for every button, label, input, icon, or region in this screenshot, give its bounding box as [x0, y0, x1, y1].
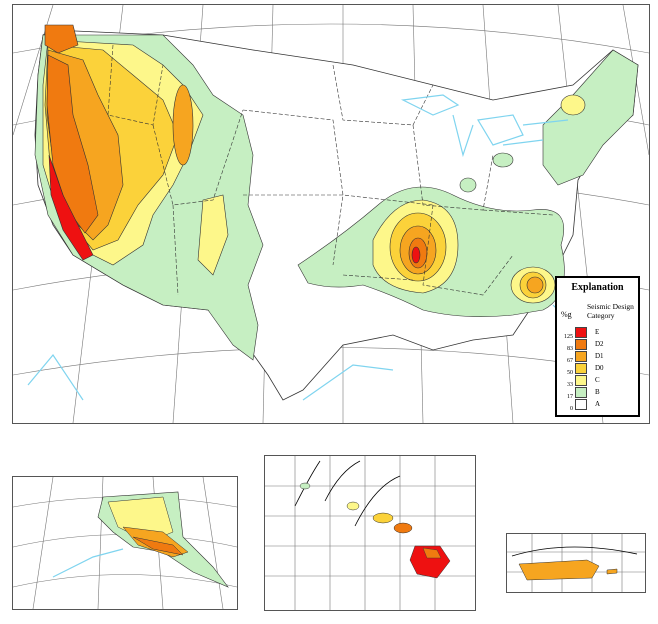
- pr-islets: [606, 568, 618, 575]
- legend-label-d0: D0: [595, 364, 604, 372]
- zone-b-ohio: [492, 152, 514, 168]
- legend: Explanation %g Seismic Design Category E…: [555, 276, 640, 417]
- puerto-rico-island: [518, 559, 600, 581]
- legend-heading-line1: Seismic Design: [587, 302, 634, 311]
- hawaii-inset-map: [264, 455, 476, 611]
- legend-percent-label: %g: [561, 310, 572, 319]
- island-big-island: [409, 545, 451, 579]
- legend-swatch-d2: [575, 339, 587, 350]
- puerto-rico-inset-map: [506, 533, 646, 593]
- zone-c-maine: [560, 94, 586, 116]
- zone-d2-west: [46, 54, 99, 234]
- legend-label-a: A: [595, 400, 601, 408]
- legend-swatch-b: [575, 387, 587, 398]
- zone-d1-wasatch: [172, 84, 194, 166]
- legend-swatch-d0: [575, 363, 587, 374]
- alaska-zone-d2: [132, 536, 184, 556]
- legend-tick: 125: [564, 334, 573, 340]
- zone-b-michigan: [459, 177, 477, 193]
- legend-swatch-a: [575, 399, 587, 410]
- legend-tick: 33: [567, 382, 573, 388]
- legend-label-b: B: [595, 388, 600, 396]
- legend-label-d2: D2: [595, 340, 604, 348]
- big-island-orange: [422, 547, 442, 559]
- alaska-coast: [52, 548, 124, 578]
- legend-tick: 0: [570, 406, 573, 412]
- legend-swatch-d1: [575, 351, 587, 362]
- legend-tick: 83: [567, 346, 573, 352]
- zone-c-utah-arizona: [197, 194, 229, 276]
- island-maui: [372, 512, 394, 524]
- zone-e-newmadrid: [411, 246, 421, 264]
- legend-swatch-e: [575, 327, 587, 338]
- island-kauai: [299, 482, 311, 490]
- legend-heading-line2: Category: [587, 311, 615, 320]
- conus-map: [12, 4, 650, 424]
- legend-title: Explanation: [571, 282, 624, 293]
- zone-b-northeast: [542, 49, 639, 186]
- legend-label-d1: D1: [595, 352, 604, 360]
- legend-tick: 17: [567, 394, 573, 400]
- legend-tick: 67: [567, 358, 573, 364]
- zone-d2-pnw: [44, 24, 79, 54]
- legend-heading: Seismic Design Category: [587, 302, 634, 320]
- legend-label-c: C: [595, 376, 600, 384]
- legend-tick: 50: [567, 370, 573, 376]
- island-molokai: [393, 522, 413, 534]
- legend-swatch-c: [575, 375, 587, 386]
- state-boundaries: [107, 44, 554, 296]
- zone-d1-carolina: [526, 276, 544, 294]
- legend-label-e: E: [595, 328, 600, 336]
- alaska-inset-map: [12, 476, 238, 610]
- zone-e-california: [48, 154, 94, 261]
- island-oahu: [346, 501, 360, 511]
